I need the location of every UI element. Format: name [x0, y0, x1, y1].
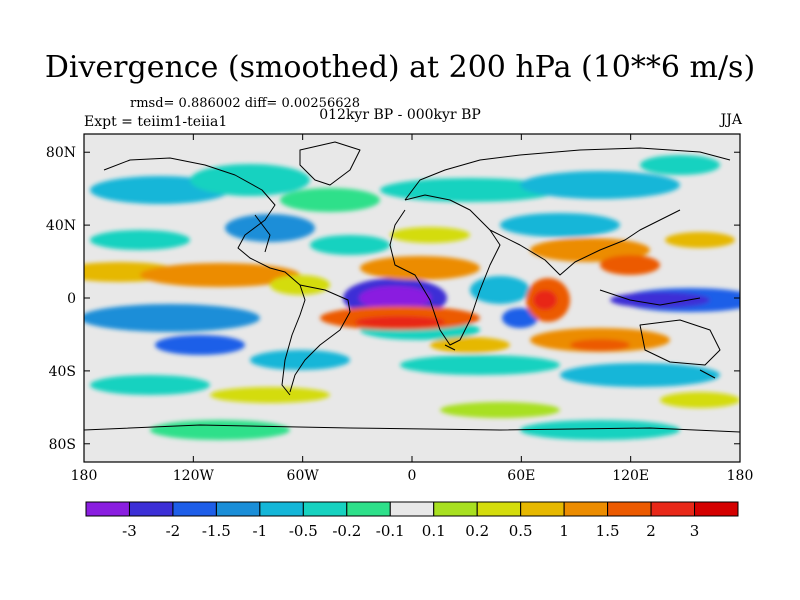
- colorbar-label: -2: [166, 522, 181, 540]
- colorbar-label: -0.2: [332, 522, 361, 540]
- colorbar-label: 1: [559, 522, 569, 540]
- colorbar-swatch: [172, 501, 217, 517]
- lat-tick-label: 80S: [49, 437, 76, 453]
- latitude-ticks: 80N 40N 0 40S 80S: [46, 145, 740, 453]
- lon-tick-label: 180: [71, 468, 98, 484]
- plot-title: Divergence (smoothed) at 200 hPa (10**6 …: [44, 50, 756, 85]
- stats-label: rmsd= 0.886002 diff= 0.00256628: [130, 96, 361, 111]
- colorbar-swatch: [85, 501, 130, 517]
- lon-tick-label: 120E: [612, 468, 649, 484]
- colorbar-swatch: [215, 501, 261, 517]
- colorbar-swatch: [389, 501, 435, 517]
- colorbar-swatch: [346, 501, 391, 517]
- longitude-ticks: 180 120W 60W 0 60E 120E 180: [71, 134, 754, 484]
- colorbar-label: -0.5: [289, 522, 318, 540]
- colorbar-swatch: [128, 501, 174, 517]
- colorbar-label: 1.5: [596, 522, 620, 540]
- experiment-label: Expt = teiim1-teiia1: [84, 114, 228, 130]
- colorbar-swatch: [694, 501, 739, 517]
- lon-tick-label: 0: [408, 468, 417, 484]
- colorbar-swatch: [607, 501, 652, 517]
- colorbar-label: -1: [253, 522, 268, 540]
- colorbar-swatch: [650, 501, 696, 517]
- colorbar-swatch: [476, 501, 522, 517]
- lat-tick-label: 40N: [46, 218, 76, 234]
- colorbar-label: -3: [122, 522, 137, 540]
- lat-tick-label: 0: [67, 291, 76, 307]
- coastlines: [84, 141, 740, 433]
- colorbar-label: 0.2: [465, 522, 489, 540]
- colorbar-swatch: [302, 501, 348, 517]
- colorbar-label: 3: [690, 522, 700, 540]
- lat-tick-label: 80N: [46, 145, 76, 161]
- lon-tick-label: 180: [727, 468, 754, 484]
- colorbar-swatch: [520, 501, 565, 517]
- colorbar-label: 0.1: [422, 522, 446, 540]
- lon-tick-label: 120W: [173, 468, 215, 484]
- colorbar-swatch: [259, 501, 304, 517]
- colorbar-swatch: [563, 501, 609, 517]
- map-field: [84, 134, 740, 462]
- season-label: JJA: [720, 112, 742, 128]
- period-label: 012kyr BP - 000kyr BP: [319, 107, 481, 123]
- colorbar: -3 -2 -1.5 -1 -0.5 -0.2 -0.1 0.1 0.2 0.5 1 1.5 2 3: [85, 501, 739, 540]
- colorbar-label: -0.1: [376, 522, 405, 540]
- lat-tick-label: 40S: [49, 364, 76, 380]
- colorbar-swatch: [433, 501, 478, 517]
- lon-tick-label: 60E: [507, 468, 535, 484]
- lon-tick-label: 60W: [287, 468, 320, 484]
- colorbar-label: 0.5: [509, 522, 533, 540]
- colorbar-label: 2: [646, 522, 656, 540]
- colorbar-label: -1.5: [202, 522, 231, 540]
